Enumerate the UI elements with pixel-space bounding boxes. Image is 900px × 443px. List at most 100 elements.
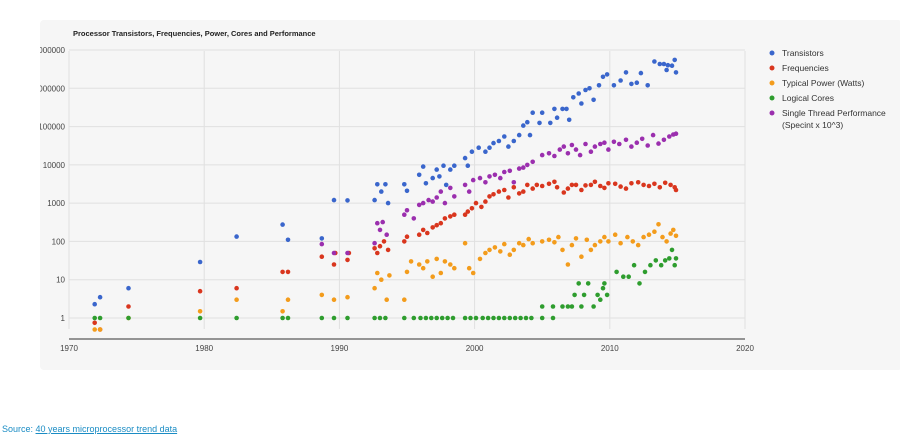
data-point [579, 304, 584, 309]
data-point [379, 277, 384, 283]
data-point [573, 182, 579, 188]
data-point [92, 301, 97, 307]
data-point [377, 227, 383, 233]
legend-item[interactable]: Single Thread Performance (Specint x 10^3… [769, 108, 887, 130]
data-point [487, 145, 492, 150]
data-point [621, 274, 626, 279]
data-point [387, 273, 392, 278]
data-point [673, 131, 679, 136]
data-point [408, 259, 414, 264]
data-point [430, 199, 436, 204]
x-tick-label: 1980 [195, 344, 213, 353]
data-point [404, 208, 410, 213]
legend-item[interactable]: Transistors [769, 48, 824, 58]
data-point [466, 265, 472, 271]
legend-marker [769, 50, 775, 56]
data-point [280, 315, 285, 321]
data-point [572, 292, 577, 298]
data-point [379, 189, 384, 194]
data-point [565, 186, 571, 191]
data-point [502, 134, 507, 139]
data-point [197, 315, 203, 321]
data-point [234, 315, 239, 321]
data-point [375, 250, 380, 256]
data-point [641, 182, 646, 188]
data-point [653, 258, 659, 263]
data-point [434, 167, 440, 172]
data-point [285, 237, 291, 243]
data-point [345, 294, 350, 300]
data-point [383, 182, 388, 187]
data-point [97, 315, 103, 321]
data-point [529, 315, 534, 321]
data-point [496, 189, 502, 194]
data-point [635, 242, 641, 248]
data-point [126, 315, 131, 321]
data-point [430, 225, 436, 230]
data-point [612, 181, 618, 187]
data-point [664, 67, 669, 73]
data-point [665, 62, 671, 68]
data-point [477, 256, 483, 262]
data-point [97, 327, 103, 332]
data-point [345, 198, 350, 203]
data-point [646, 183, 652, 189]
data-point [588, 182, 594, 188]
data-point [465, 163, 471, 168]
data-point [671, 227, 676, 233]
data-point [285, 315, 291, 321]
data-point [577, 152, 583, 158]
data-point [560, 304, 565, 309]
data-point [442, 216, 448, 221]
data-point [285, 297, 291, 303]
data-point [672, 57, 677, 63]
data-point [645, 83, 650, 88]
data-point [639, 136, 645, 142]
y-tick-label: 10000 [43, 161, 66, 170]
data-point [491, 315, 496, 321]
legend-label: (Specint x 10^3) [782, 120, 843, 130]
data-point [595, 292, 600, 298]
data-point [554, 185, 560, 190]
data-point [404, 188, 410, 194]
scatter-chart: Processor Transistors, Frequencies, Powe… [40, 29, 887, 353]
data-point [442, 200, 448, 206]
source-link[interactable]: 40 years microprocessor trend data [35, 424, 178, 434]
data-point [92, 320, 97, 326]
data-point [420, 227, 426, 233]
data-point [402, 239, 407, 244]
data-point [462, 155, 468, 161]
data-point [498, 249, 503, 254]
data-point [92, 327, 97, 332]
legend-item[interactable]: Typical Power (Watts) [769, 78, 865, 88]
data-point [573, 147, 579, 152]
data-point [579, 254, 584, 259]
chart-panel: Processor Transistors, Frequencies, Powe… [40, 20, 900, 370]
x-tick-label: 2020 [736, 344, 754, 353]
data-point [452, 194, 457, 199]
data-point [602, 281, 607, 286]
data-point [598, 141, 603, 147]
data-point [92, 315, 97, 321]
data-point [521, 123, 526, 128]
data-point [502, 241, 507, 247]
legend-item[interactable]: Logical Cores [769, 93, 834, 103]
data-point [498, 175, 503, 181]
data-point [331, 197, 337, 203]
legend-item[interactable]: Frequencies [769, 63, 829, 73]
data-point [626, 274, 631, 279]
data-point [623, 186, 629, 191]
data-point [557, 147, 563, 152]
data-point [448, 185, 453, 191]
data-point [420, 200, 426, 206]
legend-marker [769, 65, 775, 71]
data-point [611, 83, 617, 88]
x-tick-label: 1970 [60, 344, 78, 353]
data-point [429, 315, 434, 321]
y-tick-label: 100 [52, 237, 66, 246]
source-line: Source: 40 years microprocessor trend da… [2, 424, 177, 434]
data-point [585, 281, 591, 286]
legend-label: Frequencies [782, 63, 829, 73]
data-point [668, 231, 673, 236]
